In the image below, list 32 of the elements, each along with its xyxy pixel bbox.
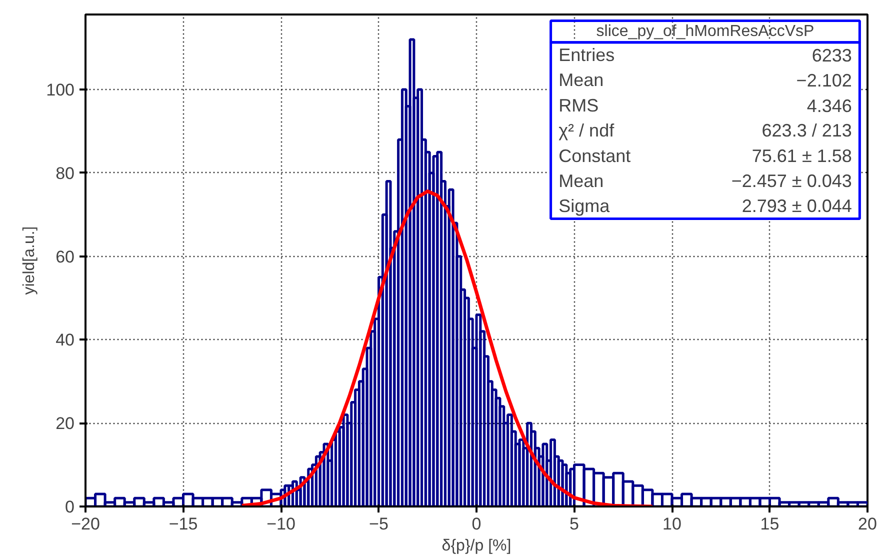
x-tick-label: −10 [266, 514, 296, 534]
annotation: −2.457 ± 0.043 [731, 171, 852, 192]
x-tick-label: 15 [760, 514, 780, 534]
annotation: 6233 [812, 46, 852, 66]
x-tick-label: −5 [369, 514, 388, 534]
y-tick-label: 0 [65, 498, 75, 516]
annotation: 2.793 ± 0.044 [742, 196, 852, 216]
annotation: 623.3 / 213 [762, 120, 852, 141]
x-tick-label: −15 [168, 514, 198, 534]
annotation: Mean [558, 70, 604, 90]
x-tick-label: 20 [858, 514, 877, 534]
x-tick-label: 10 [662, 514, 682, 534]
y-tick-label: 20 [56, 414, 75, 434]
annotation: 75.61 ± 1.58 [752, 146, 852, 166]
y-tick-label: 60 [56, 247, 75, 266]
annotation: slice_py_of_hMomResAccVsP [596, 23, 814, 40]
x-tick-label: 0 [472, 514, 482, 534]
x-tick-label: 5 [570, 514, 579, 534]
y-tick-label: 100 [46, 80, 75, 100]
annotation: χ² / ndf [558, 120, 616, 141]
annotation: Constant [558, 146, 631, 166]
y-tick-label: 80 [56, 164, 75, 183]
annotation: Entries [558, 45, 615, 66]
annotation: 4.346 [806, 96, 852, 116]
annotation: Mean [558, 171, 604, 192]
x-tick-label: −20 [71, 514, 100, 534]
x-axis-title: δ{p}/p [%] [442, 538, 512, 554]
y-axis-title: yield[a.u.] [21, 226, 38, 295]
annotation: Sigma [558, 196, 611, 216]
y-tick-label: 40 [56, 330, 75, 350]
annotation: −2.102 [796, 70, 852, 91]
annotation: RMS [558, 95, 599, 116]
